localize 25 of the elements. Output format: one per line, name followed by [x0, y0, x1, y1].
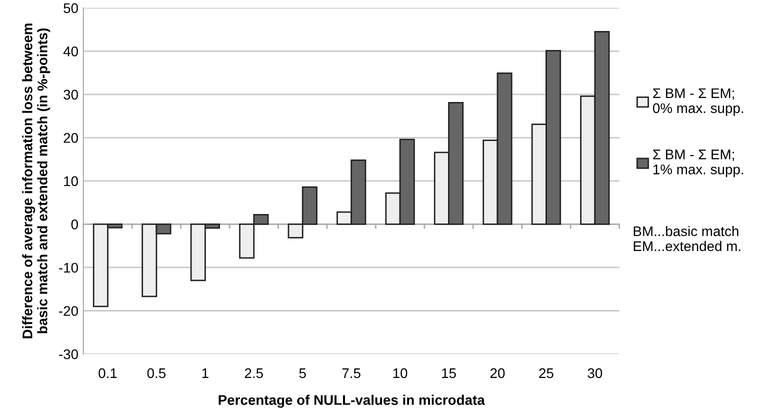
- y-tick-label: 50: [64, 3, 78, 14]
- y-tick-label: 0: [71, 220, 78, 230]
- text: BM...basic match EM...extended m.: [634, 226, 740, 252]
- y-tick-label: 30: [64, 90, 78, 100]
- y-tick-label: -20: [59, 306, 78, 316]
- y-tick-label: -10: [59, 262, 78, 273]
- x-tick-label: 10: [393, 368, 408, 378]
- x-tick-label: 0.1: [98, 368, 117, 378]
- x-tick-label: 25: [539, 368, 554, 378]
- x-tick-label: 5: [299, 368, 306, 378]
- x-axis-title: Percentage of NULL-values in microdata: [218, 394, 485, 408]
- x-tick-label: 30: [588, 368, 602, 378]
- x-tick-label: 1: [202, 368, 208, 378]
- x-tick-label: 0.5: [147, 368, 166, 378]
- x-tick-label: 2.5: [244, 368, 263, 378]
- y-tick-label: 10: [64, 176, 78, 186]
- y-tick-label: 40: [63, 46, 78, 56]
- legend-label: Σ BM - Σ EM; 1% max. supp.: [653, 150, 744, 178]
- x-tick-label: 7.5: [342, 368, 360, 378]
- x-tick-label: 20: [490, 368, 505, 378]
- x-tick-label: 15: [442, 368, 456, 378]
- y-tick-label: -30: [59, 349, 78, 360]
- y-tick-label: 20: [64, 133, 78, 143]
- y-axis-title: Difference of average information loss betweem basic match and extended match (in %-points): [22, 24, 50, 338]
- legend-label: Σ BM - Σ EM; 0% max. supp.: [652, 88, 744, 116]
